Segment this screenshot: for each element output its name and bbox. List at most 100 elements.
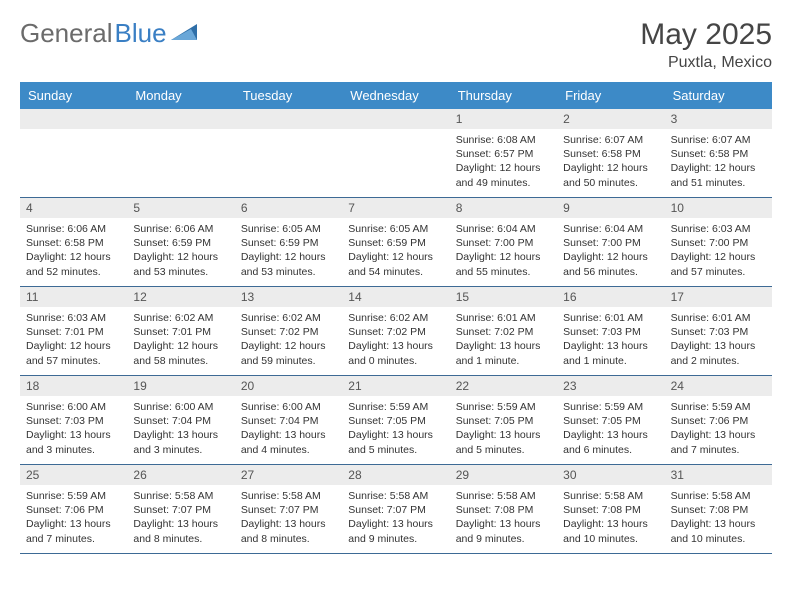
day-content: Sunrise: 5:59 AMSunset: 7:05 PMDaylight:…	[450, 396, 557, 463]
day-cell: 1Sunrise: 6:08 AMSunset: 6:57 PMDaylight…	[450, 109, 557, 197]
week-row: 25Sunrise: 5:59 AMSunset: 7:06 PMDayligh…	[20, 465, 772, 554]
weeks-container: 1Sunrise: 6:08 AMSunset: 6:57 PMDaylight…	[20, 109, 772, 554]
sunset-text: Sunset: 7:07 PM	[133, 503, 228, 517]
day-number: 22	[450, 376, 557, 396]
daylight-text: Daylight: 12 hours and 50 minutes.	[563, 161, 658, 189]
sunrise-text: Sunrise: 6:00 AM	[26, 400, 121, 414]
sunrise-text: Sunrise: 5:58 AM	[563, 489, 658, 503]
day-cell: 4Sunrise: 6:06 AMSunset: 6:58 PMDaylight…	[20, 198, 127, 286]
daylight-text: Daylight: 13 hours and 2 minutes.	[671, 339, 766, 367]
sunset-text: Sunset: 7:02 PM	[241, 325, 336, 339]
week-row: 4Sunrise: 6:06 AMSunset: 6:58 PMDaylight…	[20, 198, 772, 287]
sunrise-text: Sunrise: 6:07 AM	[671, 133, 766, 147]
sunrise-text: Sunrise: 5:58 AM	[133, 489, 228, 503]
day-cell: 26Sunrise: 5:58 AMSunset: 7:07 PMDayligh…	[127, 465, 234, 553]
day-content	[127, 129, 234, 189]
day-cell: 14Sunrise: 6:02 AMSunset: 7:02 PMDayligh…	[342, 287, 449, 375]
sunset-text: Sunset: 7:02 PM	[348, 325, 443, 339]
day-number: 23	[557, 376, 664, 396]
sunrise-text: Sunrise: 6:04 AM	[563, 222, 658, 236]
day-number: 21	[342, 376, 449, 396]
daylight-text: Daylight: 12 hours and 49 minutes.	[456, 161, 551, 189]
day-cell: 20Sunrise: 6:00 AMSunset: 7:04 PMDayligh…	[235, 376, 342, 464]
day-content: Sunrise: 6:02 AMSunset: 7:02 PMDaylight:…	[342, 307, 449, 374]
daylight-text: Daylight: 12 hours and 55 minutes.	[456, 250, 551, 278]
sunrise-text: Sunrise: 6:08 AM	[456, 133, 551, 147]
day-number	[127, 109, 234, 129]
day-cell: 2Sunrise: 6:07 AMSunset: 6:58 PMDaylight…	[557, 109, 664, 197]
day-content: Sunrise: 5:58 AMSunset: 7:08 PMDaylight:…	[665, 485, 772, 552]
day-content: Sunrise: 6:07 AMSunset: 6:58 PMDaylight:…	[557, 129, 664, 196]
day-content: Sunrise: 5:59 AMSunset: 7:05 PMDaylight:…	[557, 396, 664, 463]
day-cell: 18Sunrise: 6:00 AMSunset: 7:03 PMDayligh…	[20, 376, 127, 464]
day-content	[342, 129, 449, 189]
day-content: Sunrise: 6:02 AMSunset: 7:01 PMDaylight:…	[127, 307, 234, 374]
sunrise-text: Sunrise: 6:06 AM	[26, 222, 121, 236]
sunrise-text: Sunrise: 6:00 AM	[241, 400, 336, 414]
daylight-text: Daylight: 13 hours and 0 minutes.	[348, 339, 443, 367]
logo-triangle-icon	[171, 18, 199, 49]
sunset-text: Sunset: 7:00 PM	[563, 236, 658, 250]
day-cell: 28Sunrise: 5:58 AMSunset: 7:07 PMDayligh…	[342, 465, 449, 553]
week-row: 1Sunrise: 6:08 AMSunset: 6:57 PMDaylight…	[20, 109, 772, 198]
daylight-text: Daylight: 13 hours and 5 minutes.	[348, 428, 443, 456]
day-number: 3	[665, 109, 772, 129]
sunrise-text: Sunrise: 6:02 AM	[241, 311, 336, 325]
header: GeneralBlue May 2025 Puxtla, Mexico	[20, 18, 772, 72]
day-number: 18	[20, 376, 127, 396]
day-cell: 22Sunrise: 5:59 AMSunset: 7:05 PMDayligh…	[450, 376, 557, 464]
sunrise-text: Sunrise: 5:58 AM	[671, 489, 766, 503]
day-content: Sunrise: 5:58 AMSunset: 7:07 PMDaylight:…	[127, 485, 234, 552]
sunrise-text: Sunrise: 6:00 AM	[133, 400, 228, 414]
sunset-text: Sunset: 7:04 PM	[133, 414, 228, 428]
sunset-text: Sunset: 7:04 PM	[241, 414, 336, 428]
day-cell	[127, 109, 234, 197]
sunrise-text: Sunrise: 6:02 AM	[348, 311, 443, 325]
day-content: Sunrise: 5:59 AMSunset: 7:06 PMDaylight:…	[20, 485, 127, 552]
daylight-text: Daylight: 13 hours and 5 minutes.	[456, 428, 551, 456]
day-cell: 7Sunrise: 6:05 AMSunset: 6:59 PMDaylight…	[342, 198, 449, 286]
sunrise-text: Sunrise: 5:58 AM	[241, 489, 336, 503]
day-header-friday: Friday	[557, 82, 664, 109]
day-cell: 23Sunrise: 5:59 AMSunset: 7:05 PMDayligh…	[557, 376, 664, 464]
sunrise-text: Sunrise: 5:58 AM	[348, 489, 443, 503]
day-content: Sunrise: 6:03 AMSunset: 7:01 PMDaylight:…	[20, 307, 127, 374]
sunset-text: Sunset: 6:58 PM	[26, 236, 121, 250]
day-header-thursday: Thursday	[450, 82, 557, 109]
daylight-text: Daylight: 12 hours and 59 minutes.	[241, 339, 336, 367]
day-content	[235, 129, 342, 189]
day-content: Sunrise: 6:01 AMSunset: 7:03 PMDaylight:…	[665, 307, 772, 374]
week-row: 18Sunrise: 6:00 AMSunset: 7:03 PMDayligh…	[20, 376, 772, 465]
sunrise-text: Sunrise: 6:05 AM	[348, 222, 443, 236]
day-number: 8	[450, 198, 557, 218]
sunset-text: Sunset: 7:07 PM	[348, 503, 443, 517]
day-cell: 5Sunrise: 6:06 AMSunset: 6:59 PMDaylight…	[127, 198, 234, 286]
day-number	[342, 109, 449, 129]
sunset-text: Sunset: 7:08 PM	[671, 503, 766, 517]
sunrise-text: Sunrise: 5:58 AM	[456, 489, 551, 503]
day-number: 16	[557, 287, 664, 307]
sunset-text: Sunset: 6:59 PM	[241, 236, 336, 250]
day-cell: 27Sunrise: 5:58 AMSunset: 7:07 PMDayligh…	[235, 465, 342, 553]
day-cell: 16Sunrise: 6:01 AMSunset: 7:03 PMDayligh…	[557, 287, 664, 375]
daylight-text: Daylight: 13 hours and 8 minutes.	[133, 517, 228, 545]
daylight-text: Daylight: 12 hours and 54 minutes.	[348, 250, 443, 278]
day-content: Sunrise: 6:05 AMSunset: 6:59 PMDaylight:…	[342, 218, 449, 285]
day-number: 7	[342, 198, 449, 218]
day-cell: 24Sunrise: 5:59 AMSunset: 7:06 PMDayligh…	[665, 376, 772, 464]
day-number: 9	[557, 198, 664, 218]
day-cell: 31Sunrise: 5:58 AMSunset: 7:08 PMDayligh…	[665, 465, 772, 553]
sunset-text: Sunset: 7:00 PM	[456, 236, 551, 250]
sunrise-text: Sunrise: 6:01 AM	[456, 311, 551, 325]
day-number: 29	[450, 465, 557, 485]
brand-logo: GeneralBlue	[20, 18, 199, 49]
brand-part2: Blue	[115, 18, 167, 49]
daylight-text: Daylight: 12 hours and 52 minutes.	[26, 250, 121, 278]
day-content: Sunrise: 6:05 AMSunset: 6:59 PMDaylight:…	[235, 218, 342, 285]
title-block: May 2025 Puxtla, Mexico	[640, 18, 772, 72]
day-cell: 15Sunrise: 6:01 AMSunset: 7:02 PMDayligh…	[450, 287, 557, 375]
day-header-tuesday: Tuesday	[235, 82, 342, 109]
week-row: 11Sunrise: 6:03 AMSunset: 7:01 PMDayligh…	[20, 287, 772, 376]
sunrise-text: Sunrise: 5:59 AM	[563, 400, 658, 414]
day-content: Sunrise: 6:03 AMSunset: 7:00 PMDaylight:…	[665, 218, 772, 285]
